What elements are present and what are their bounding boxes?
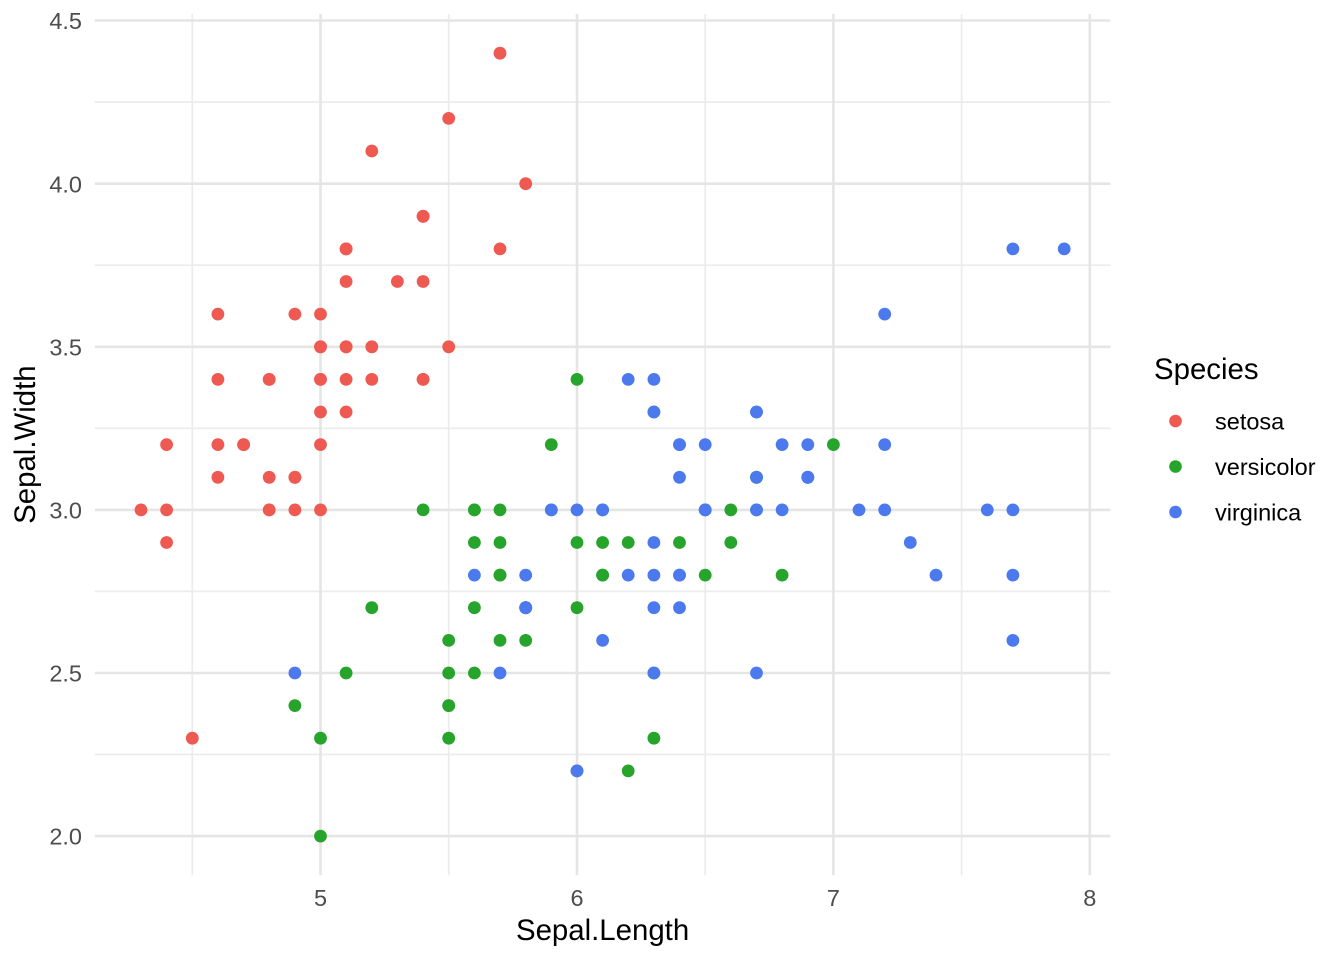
svg-text:5: 5	[314, 885, 327, 911]
svg-text:setosa: setosa	[1215, 409, 1285, 435]
svg-text:Sepal.Width: Sepal.Width	[9, 365, 42, 523]
svg-text:versicolor: versicolor	[1215, 454, 1316, 480]
svg-text:8: 8	[1083, 885, 1096, 911]
svg-text:7: 7	[827, 885, 840, 911]
svg-text:2.5: 2.5	[49, 661, 82, 687]
svg-text:Species: Species	[1154, 353, 1259, 386]
svg-text:6: 6	[570, 885, 583, 911]
svg-text:2.0: 2.0	[49, 824, 82, 850]
svg-text:3.5: 3.5	[49, 334, 82, 360]
svg-text:4.0: 4.0	[49, 171, 82, 197]
svg-text:Sepal.Length: Sepal.Length	[516, 914, 689, 947]
svg-text:3.0: 3.0	[49, 498, 82, 524]
svg-text:4.5: 4.5	[49, 8, 82, 34]
svg-text:virginica: virginica	[1215, 500, 1302, 526]
